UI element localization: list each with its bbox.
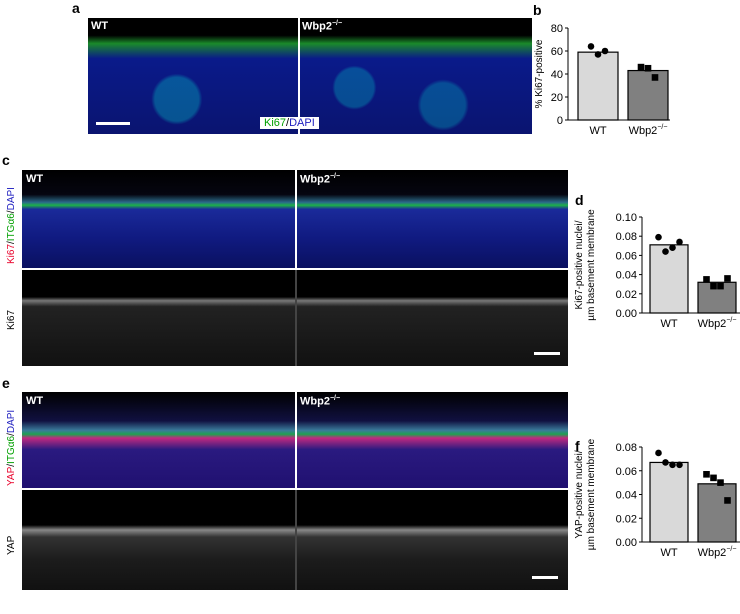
x-tick-label: Wbp2−/− [698, 317, 737, 330]
micrograph-a: WT Wbp2−/− Ki67/DAPI [88, 18, 532, 134]
y-tick-label: 0.00 [616, 308, 637, 320]
scale-bar [534, 352, 560, 355]
y-axis-label: µm basement membrane [586, 438, 597, 550]
scale-bar [96, 122, 130, 125]
y-axis-label: YAP-positive nuclei/ [574, 450, 585, 538]
data-point [587, 43, 595, 50]
x-tick-label: Wbp2−/− [698, 546, 737, 559]
stain-legend: Ki67/DAPI [260, 117, 319, 129]
image-divider [295, 490, 297, 590]
x-tick-label: WT [660, 318, 677, 330]
micrograph-c-merge: WT Wbp2−/− [22, 170, 568, 268]
y-tick-label: 0.10 [616, 212, 637, 224]
y-tick-label: 0.00 [616, 537, 637, 549]
data-point [710, 282, 717, 290]
data-point [676, 461, 683, 469]
micrograph-e-yap [22, 490, 568, 590]
side-label-e-bottom: YAP [6, 535, 17, 555]
micrograph-c-ki67 [22, 270, 568, 366]
y-axis-label: Ki67-positive nuclei/ [574, 220, 585, 309]
data-point [655, 233, 662, 241]
y-axis-label: % Ki67-positive [534, 39, 545, 108]
y-tick-label: 60 [551, 46, 563, 58]
y-tick-label: 40 [551, 69, 563, 81]
label-ko: Wbp2−/− [300, 173, 341, 186]
data-point [669, 461, 676, 469]
y-tick-label: 0.08 [616, 231, 637, 243]
panel-label-c: c [2, 152, 10, 168]
bar-wt [577, 51, 619, 121]
panel-label-d: d [575, 192, 584, 208]
y-tick-label: 80 [551, 23, 563, 35]
data-point [717, 479, 724, 486]
data-point [724, 497, 731, 504]
data-point [655, 449, 662, 457]
y-tick-label: 0.02 [616, 513, 637, 525]
data-point [637, 63, 645, 71]
data-point [724, 275, 731, 282]
x-tick-label: WT [660, 547, 677, 559]
label-wt: WT [91, 20, 109, 32]
label-ko: Wbp2−/− [302, 20, 343, 33]
data-point [703, 471, 710, 478]
y-tick-label: 0.06 [616, 250, 637, 262]
image-divider [295, 170, 297, 268]
y-tick-label: 0.08 [616, 442, 637, 454]
data-point [710, 474, 717, 482]
side-label-c-bottom: Ki67 [6, 309, 17, 330]
y-tick-label: 0.04 [616, 490, 637, 502]
data-point [662, 248, 669, 255]
data-point [662, 459, 669, 466]
bar-ko [627, 69, 669, 121]
data-point [703, 276, 710, 283]
data-point [676, 238, 683, 246]
chart-b: 0 20 40 60 80 % Ki67-positive WT Wbp2−/− [534, 23, 670, 137]
side-label-c-top: Ki67/ITGα6/DAPI [6, 187, 17, 264]
side-label-e-top: YAP/ITGα6/DAPI [6, 409, 17, 486]
data-point [594, 51, 602, 58]
label-ko: Wbp2−/− [300, 395, 341, 408]
image-divider [295, 270, 297, 366]
data-point [601, 47, 609, 55]
x-tick-label: WT [589, 125, 606, 137]
image-divider [295, 392, 297, 488]
y-axis-label: µm basement membrane [586, 209, 597, 321]
micrograph-e-merge: WT Wbp2−/− [22, 392, 568, 488]
data-point [717, 282, 724, 290]
data-point [669, 244, 676, 252]
panel-label-e: e [2, 375, 10, 391]
panel-label-b: b [533, 2, 542, 18]
chart-d: 0.00 0.02 0.04 0.06 0.08 0.10 Ki67-positive nu… [574, 209, 740, 330]
bar-wt [649, 244, 689, 314]
panel-label-f: f [575, 438, 580, 454]
bar-wt [649, 461, 689, 543]
data-point [651, 74, 659, 81]
x-tick-label: Wbp2−/− [629, 124, 668, 137]
chart-f: 0.00 0.02 0.04 0.06 0.08 YAP-positive nuclei/… [574, 438, 740, 559]
bar-ko [697, 281, 737, 314]
data-point [644, 64, 652, 72]
y-tick-label: 0.04 [616, 270, 637, 282]
bar-ko [697, 483, 737, 543]
y-tick-label: 20 [551, 92, 563, 104]
panel-label-a: a [72, 0, 80, 16]
label-wt: WT [26, 173, 44, 185]
scale-bar [532, 576, 558, 579]
y-tick-label: 0 [557, 115, 563, 127]
y-tick-label: 0.02 [616, 289, 637, 301]
y-tick-label: 0.06 [616, 466, 637, 478]
label-wt: WT [26, 395, 44, 407]
image-divider [298, 18, 300, 134]
